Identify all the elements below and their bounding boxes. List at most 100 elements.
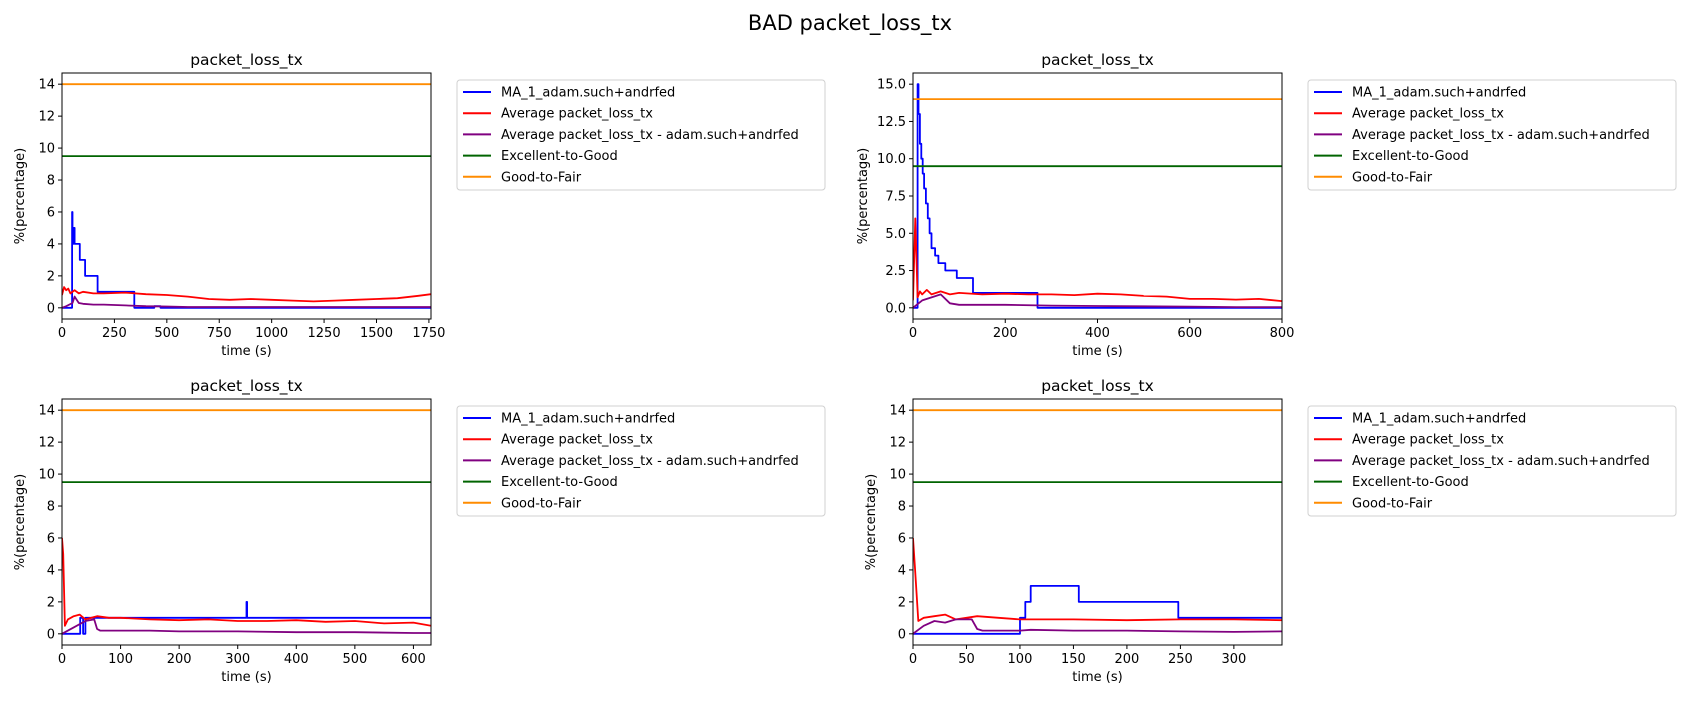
legend-box — [1307, 405, 1677, 517]
series-line-2 — [62, 537, 431, 627]
legend-entry: MA_1_adam.such+andrfed — [1352, 86, 1526, 101]
subplot-title: packet_loss_tx — [190, 51, 303, 70]
legend-entry: Average packet_loss_tx — [1352, 433, 1504, 448]
x-tick-label: 250 — [102, 326, 127, 341]
y-tick-label: 2 — [47, 595, 55, 610]
y-axis-label: %(percentage) — [13, 474, 28, 571]
x-tick-label: 400 — [1085, 326, 1110, 341]
x-tick-label: 1500 — [360, 326, 393, 341]
y-tick-label: 4 — [47, 237, 55, 252]
series-line-1 — [62, 601, 431, 635]
series-line-3 — [913, 618, 1282, 635]
chart-panel-3: 0 100 200 300 400 500 600 0 2 4 6 8 10 12 14 packet_los… — [13, 377, 826, 685]
y-axis-label: %(percentage) — [864, 474, 879, 571]
y-tick-label: 10 — [889, 468, 906, 483]
series-group — [913, 83, 1282, 309]
y-tick-label: 10.0 — [877, 152, 906, 167]
subplot-title: packet_loss_tx — [1041, 377, 1154, 396]
y-tick-label: 0 — [47, 627, 55, 642]
y-tick-label: 8 — [898, 500, 906, 515]
x-tick-label: 200 — [167, 652, 192, 667]
y-tick-label: 2 — [47, 269, 55, 284]
legend: MA_1_adam.such+andrfed Average packet_los… — [1307, 79, 1677, 191]
x-tick-label: 150 — [1061, 652, 1086, 667]
legend-entry: Average packet_loss_tx - adam.such+andrf… — [501, 128, 799, 143]
y-tick-label: 7.5 — [885, 190, 906, 205]
y-tick-label: 0 — [47, 301, 55, 316]
legend-entry: Good-to-Fair — [501, 496, 582, 511]
chart-panel-4: 0 50 100 150 200 250 300 0 2 4 6 8 10 12 14 packet_loss… — [864, 377, 1677, 685]
series-line-3 — [62, 618, 431, 635]
legend-entry: Average packet_loss_tx — [1352, 107, 1504, 122]
chart-panel-2: 0 200 400 600 800 0.0 2.5 5.0 7.5 10.0 12.5 15.0 pac… — [856, 51, 1677, 359]
plot-frame — [61, 398, 432, 646]
plot-frame — [912, 72, 1283, 320]
legend-entry: Excellent-to-Good — [501, 475, 618, 490]
y-tick-label: 14 — [38, 404, 55, 419]
legend-entry: Good-to-Fair — [501, 170, 582, 185]
y-tick-label: 15.0 — [877, 78, 906, 93]
subplot-title: packet_loss_tx — [1041, 51, 1154, 70]
legend-box — [456, 405, 826, 517]
legend-entry: MA_1_adam.such+andrfed — [501, 412, 675, 427]
y-tick-label: 0 — [898, 627, 906, 642]
y-axis-label: %(percentage) — [13, 148, 28, 245]
y-tick-label: 10 — [38, 142, 55, 157]
x-tick-label: 50 — [958, 652, 975, 667]
x-axis-label: time (s) — [221, 670, 271, 685]
series-line-2 — [913, 217, 1282, 302]
x-tick-label: 0 — [909, 326, 917, 341]
y-axis-label: %(percentage) — [856, 148, 871, 245]
y-tick-label: 14 — [38, 78, 55, 93]
x-axis-label: time (s) — [1072, 344, 1122, 359]
y-tick-label: 12 — [38, 110, 55, 125]
subplot-title: packet_loss_tx — [190, 377, 303, 396]
y-tick-label: 14 — [889, 404, 906, 419]
x-tick-label: 0 — [58, 652, 66, 667]
legend: MA_1_adam.such+andrfed Average packet_los… — [456, 79, 826, 191]
x-axis-label: time (s) — [1072, 670, 1122, 685]
legend-entry: Good-to-Fair — [1352, 170, 1433, 185]
series-group — [913, 409, 1282, 635]
y-tick-label: 6 — [898, 531, 906, 546]
series-line-1 — [62, 211, 431, 309]
series-group — [62, 83, 431, 309]
x-tick-label: 250 — [1168, 652, 1193, 667]
legend: MA_1_adam.such+andrfed Average packet_los… — [456, 405, 826, 517]
x-tick-label: 300 — [225, 652, 250, 667]
legend-entry: MA_1_adam.such+andrfed — [1352, 412, 1526, 427]
x-tick-label: 500 — [342, 652, 367, 667]
series-line-2 — [62, 286, 431, 303]
series-group — [62, 409, 431, 635]
legend-box — [456, 79, 826, 191]
plot-frame — [61, 72, 432, 320]
x-tick-label: 100 — [1008, 652, 1033, 667]
x-tick-label: 1000 — [255, 326, 288, 341]
figure-title: BAD packet_loss_tx — [748, 11, 952, 36]
x-tick-label: 750 — [207, 326, 232, 341]
y-tick-label: 12 — [889, 436, 906, 451]
y-tick-label: 4 — [47, 563, 55, 578]
series-line-1 — [913, 585, 1282, 635]
x-tick-label: 500 — [154, 326, 179, 341]
x-tick-label: 1250 — [308, 326, 341, 341]
y-tick-label: 12 — [38, 436, 55, 451]
y-tick-label: 10 — [38, 468, 55, 483]
legend-box — [1307, 79, 1677, 191]
y-tick-label: 8 — [47, 500, 55, 515]
x-tick-label: 600 — [1177, 326, 1202, 341]
legend-entry: MA_1_adam.such+andrfed — [501, 86, 675, 101]
x-tick-label: 0 — [909, 652, 917, 667]
x-tick-label: 300 — [1221, 652, 1246, 667]
x-tick-label: 1750 — [412, 326, 445, 341]
y-tick-label: 6 — [47, 531, 55, 546]
plot-frame — [912, 398, 1283, 646]
y-tick-label: 12.5 — [877, 115, 906, 130]
chart-panel-1: 0 250 500 750 1000 1250 1500 1750 0 2 4 6 8 10 12 14 pac… — [13, 51, 826, 359]
y-tick-label: 5.0 — [885, 227, 906, 242]
x-tick-label: 0 — [58, 326, 66, 341]
y-tick-label: 6 — [47, 205, 55, 220]
legend-entry: Average packet_loss_tx - adam.such+andrf… — [501, 454, 799, 469]
